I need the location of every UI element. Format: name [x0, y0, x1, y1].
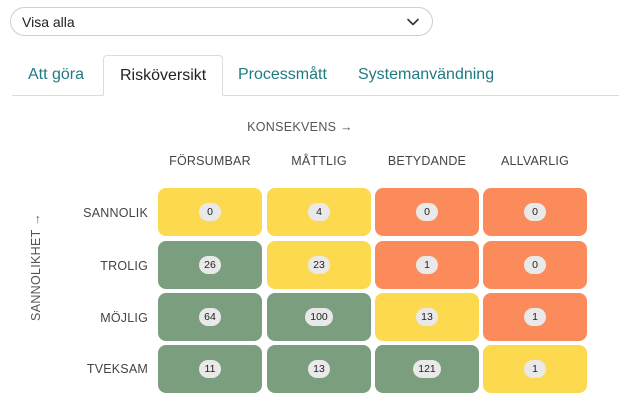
tab-bar: Att göra Risköversikt Processmått System… — [12, 55, 619, 96]
matrix-cell[interactable]: 11 — [158, 345, 262, 393]
tab-processmatt[interactable]: Processmått — [238, 66, 327, 83]
filter-select-value: Visa alla — [22, 13, 75, 30]
matrix-cell[interactable]: 13 — [267, 345, 371, 393]
count-badge: 64 — [199, 308, 221, 326]
count-badge: 4 — [308, 203, 330, 221]
count-badge: 13 — [416, 308, 438, 326]
count-badge: 0 — [524, 256, 546, 274]
filter-select[interactable]: Visa alla — [10, 7, 433, 36]
matrix-cell[interactable]: 1 — [483, 293, 587, 341]
x-axis-title: KONSEKVENS → — [247, 120, 353, 134]
column-header-allvarlig: ALLVARLIG — [500, 154, 570, 168]
matrix-cell[interactable]: 0 — [375, 188, 479, 236]
row-header-tveksam: TVEKSAM — [86, 362, 148, 376]
count-badge: 100 — [305, 308, 333, 326]
matrix-cell[interactable]: 0 — [483, 188, 587, 236]
matrix-cell[interactable]: 26 — [158, 241, 262, 289]
matrix-cell[interactable]: 64 — [158, 293, 262, 341]
tab-riskoversikt[interactable]: Risköversikt — [103, 55, 224, 96]
count-badge: 13 — [308, 360, 330, 378]
count-badge: 121 — [413, 360, 441, 378]
chevron-down-icon — [407, 18, 419, 25]
row-header-sannolik: SANNOLIK — [83, 206, 148, 220]
matrix-cell[interactable]: 1 — [375, 241, 479, 289]
column-header-mattlig: MÅTTLIG — [291, 154, 347, 168]
column-header-betydande: BETYDANDE — [387, 154, 467, 168]
count-badge: 1 — [524, 360, 546, 378]
count-badge: 1 — [416, 256, 438, 274]
count-badge: 1 — [524, 308, 546, 326]
matrix-cell[interactable]: 1 — [483, 345, 587, 393]
row-header-mojlig: MÖJLIG — [100, 311, 148, 325]
matrix-cell[interactable]: 0 — [483, 241, 587, 289]
count-badge: 11 — [199, 360, 221, 378]
count-badge: 23 — [308, 256, 330, 274]
column-header-forsumbar: FÖRSUMBAR — [169, 154, 251, 168]
matrix-cell[interactable]: 4 — [267, 188, 371, 236]
matrix-cell[interactable]: 13 — [375, 293, 479, 341]
row-header-trolig: TROLIG — [100, 259, 148, 273]
y-axis-title: SANNOLIKHET → — [29, 213, 43, 321]
tab-systemanvandning[interactable]: Systemanvändning — [358, 66, 495, 83]
tab-att-gora[interactable]: Att göra — [28, 66, 85, 83]
matrix-cell[interactable]: 121 — [375, 345, 479, 393]
count-badge: 0 — [416, 203, 438, 221]
matrix-cell[interactable]: 100 — [267, 293, 371, 341]
count-badge: 26 — [199, 256, 221, 274]
matrix-cell[interactable]: 0 — [158, 188, 262, 236]
count-badge: 0 — [199, 203, 221, 221]
matrix-cell[interactable]: 23 — [267, 241, 371, 289]
count-badge: 0 — [524, 203, 546, 221]
